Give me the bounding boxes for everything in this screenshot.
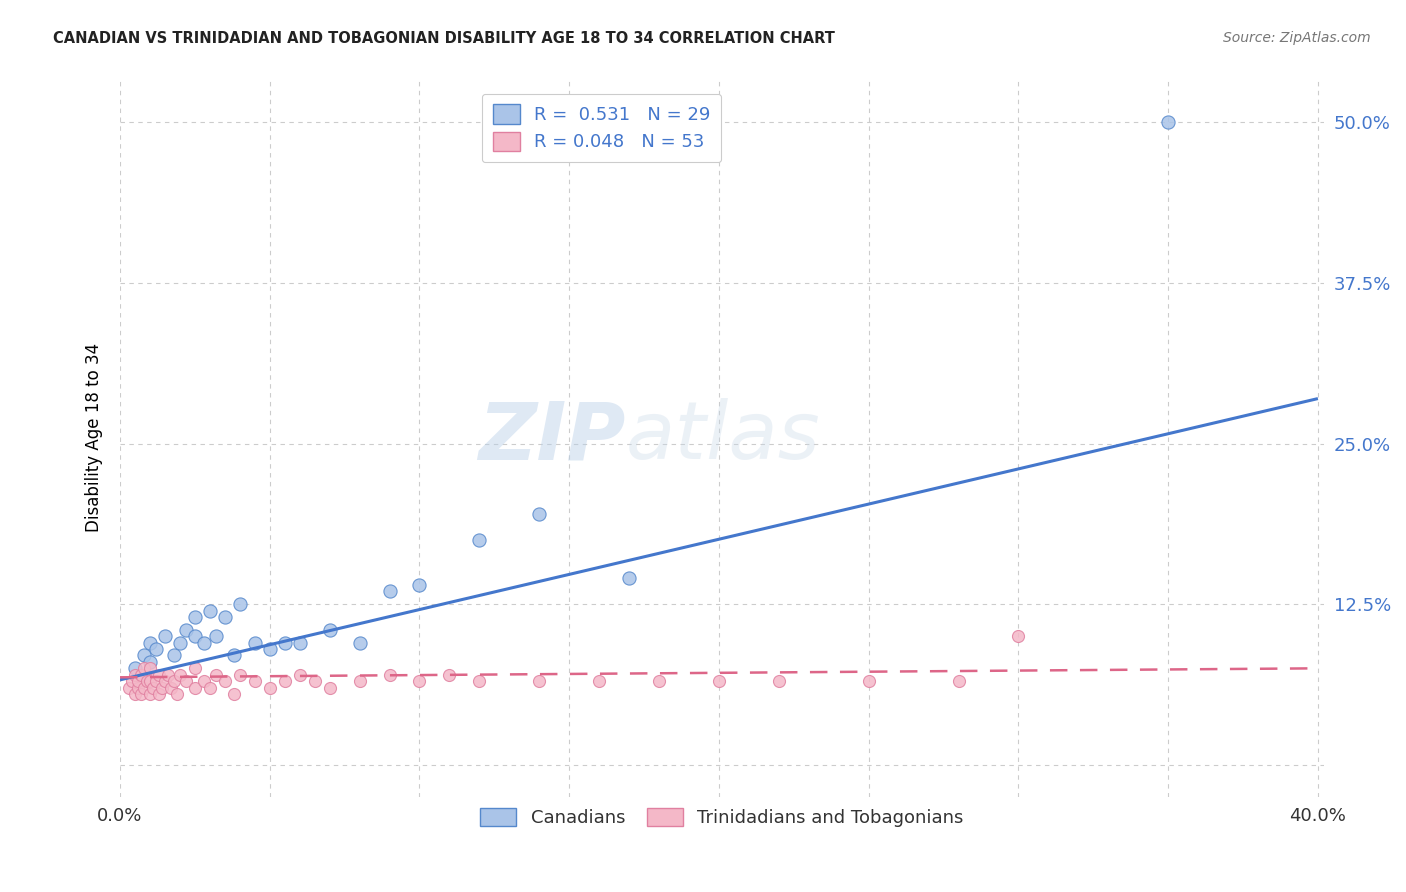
- Point: [132, 648, 155, 663]
- Point: [648, 674, 671, 689]
- Point: [163, 648, 186, 663]
- Point: [139, 635, 162, 649]
- Point: [148, 687, 170, 701]
- Point: [243, 674, 266, 689]
- Point: [259, 642, 281, 657]
- Point: [198, 603, 221, 617]
- Point: [707, 674, 730, 689]
- Point: [124, 661, 146, 675]
- Point: [529, 507, 551, 521]
- Point: [1007, 629, 1029, 643]
- Point: [273, 635, 295, 649]
- Point: [858, 674, 880, 689]
- Text: atlas: atlas: [626, 398, 820, 476]
- Y-axis label: Disability Age 18 to 34: Disability Age 18 to 34: [86, 343, 103, 532]
- Text: CANADIAN VS TRINIDADIAN AND TOBAGONIAN DISABILITY AGE 18 TO 34 CORRELATION CHART: CANADIAN VS TRINIDADIAN AND TOBAGONIAN D…: [53, 31, 835, 46]
- Point: [948, 674, 970, 689]
- Point: [243, 635, 266, 649]
- Point: [153, 674, 176, 689]
- Point: [124, 687, 146, 701]
- Point: [408, 578, 430, 592]
- Point: [468, 674, 491, 689]
- Point: [198, 681, 221, 695]
- Point: [439, 667, 461, 681]
- Point: [222, 648, 245, 663]
- Point: [193, 674, 215, 689]
- Point: [193, 635, 215, 649]
- Point: [468, 533, 491, 547]
- Point: [304, 674, 326, 689]
- Point: [768, 674, 790, 689]
- Point: [150, 681, 173, 695]
- Point: [529, 674, 551, 689]
- Point: [145, 674, 167, 689]
- Point: [145, 642, 167, 657]
- Legend: Canadians, Trinidadians and Tobagonians: Canadians, Trinidadians and Tobagonians: [472, 801, 972, 835]
- Point: [408, 674, 430, 689]
- Point: [139, 674, 162, 689]
- Point: [169, 667, 191, 681]
- Point: [124, 667, 146, 681]
- Point: [135, 674, 157, 689]
- Point: [160, 681, 183, 695]
- Point: [184, 681, 207, 695]
- Point: [214, 610, 236, 624]
- Point: [318, 681, 340, 695]
- Point: [288, 667, 311, 681]
- Point: [148, 667, 170, 681]
- Point: [204, 667, 226, 681]
- Text: Source: ZipAtlas.com: Source: ZipAtlas.com: [1223, 31, 1371, 45]
- Point: [139, 661, 162, 675]
- Point: [163, 674, 186, 689]
- Point: [288, 635, 311, 649]
- Point: [166, 687, 188, 701]
- Point: [153, 629, 176, 643]
- Point: [204, 629, 226, 643]
- Point: [127, 681, 149, 695]
- Point: [118, 681, 141, 695]
- Point: [184, 610, 207, 624]
- Point: [174, 674, 197, 689]
- Point: [222, 687, 245, 701]
- Point: [127, 674, 149, 689]
- Point: [139, 687, 162, 701]
- Point: [169, 635, 191, 649]
- Point: [121, 674, 143, 689]
- Point: [129, 687, 152, 701]
- Point: [318, 623, 340, 637]
- Point: [132, 661, 155, 675]
- Point: [588, 674, 610, 689]
- Point: [184, 661, 207, 675]
- Point: [229, 667, 252, 681]
- Point: [142, 681, 165, 695]
- Point: [617, 571, 640, 585]
- Point: [132, 681, 155, 695]
- Point: [139, 655, 162, 669]
- Text: ZIP: ZIP: [478, 398, 626, 476]
- Point: [129, 667, 152, 681]
- Point: [214, 674, 236, 689]
- Point: [1157, 115, 1180, 129]
- Point: [378, 667, 401, 681]
- Point: [349, 674, 371, 689]
- Point: [259, 681, 281, 695]
- Point: [378, 584, 401, 599]
- Point: [156, 667, 179, 681]
- Point: [349, 635, 371, 649]
- Point: [174, 623, 197, 637]
- Point: [184, 629, 207, 643]
- Point: [229, 597, 252, 611]
- Point: [273, 674, 295, 689]
